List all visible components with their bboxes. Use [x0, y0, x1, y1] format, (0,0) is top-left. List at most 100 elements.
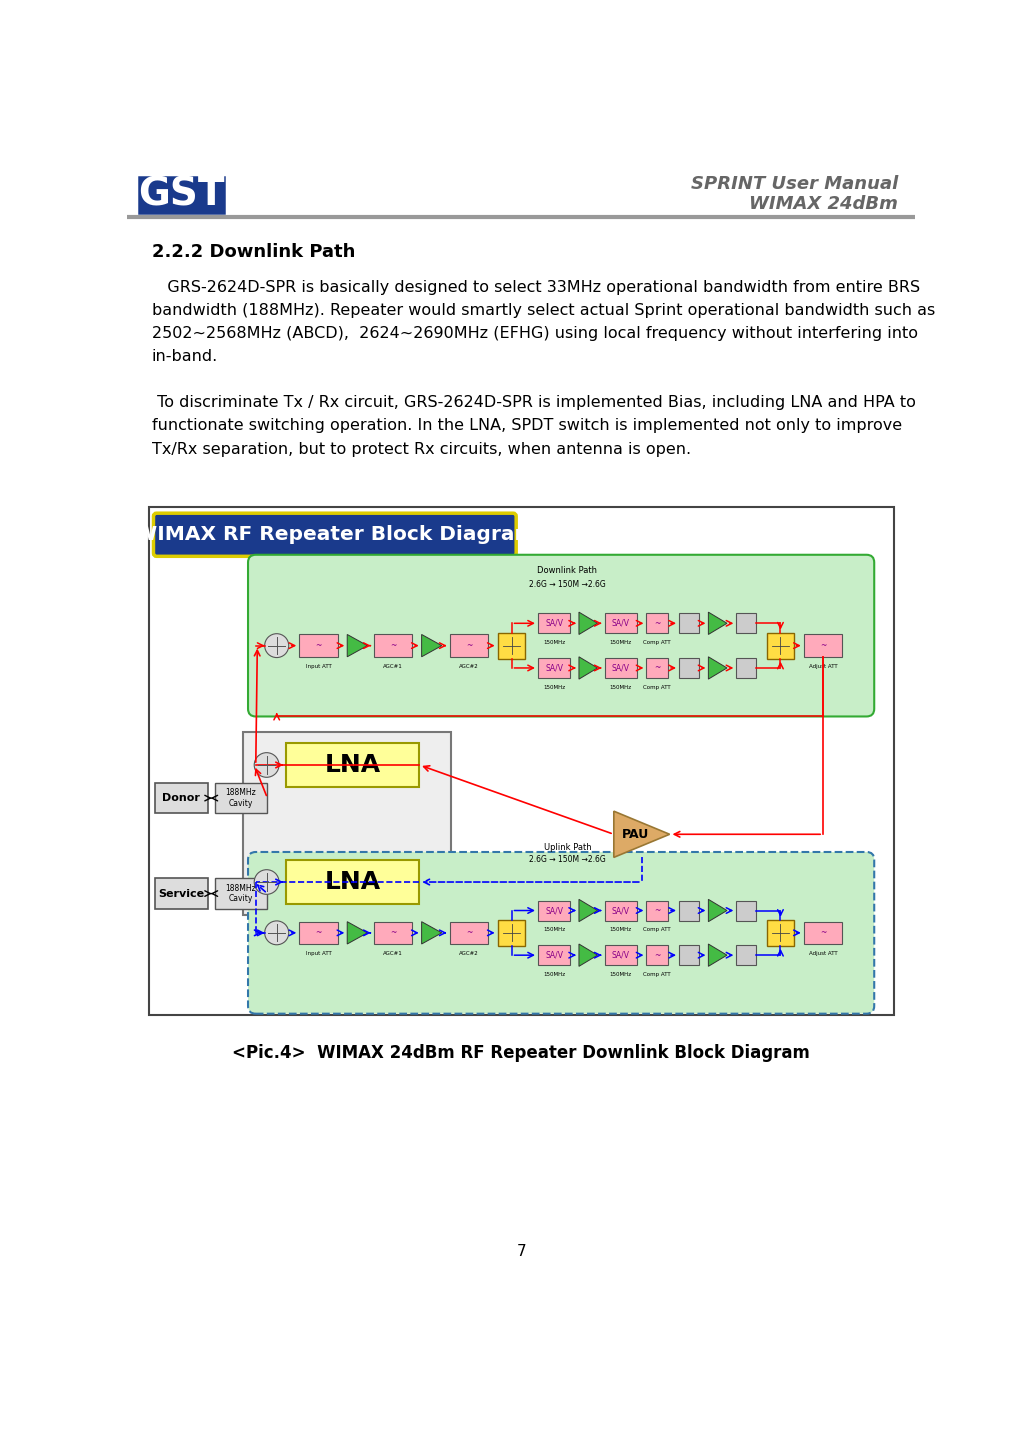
Circle shape: [264, 634, 289, 658]
Text: 150MHz: 150MHz: [610, 972, 632, 977]
Text: in-band.: in-band.: [152, 350, 219, 364]
Text: 2.6G → 150M →2.6G: 2.6G → 150M →2.6G: [529, 579, 606, 588]
Text: 2.6G → 150M →2.6G: 2.6G → 150M →2.6G: [529, 855, 606, 865]
FancyBboxPatch shape: [538, 658, 571, 678]
FancyBboxPatch shape: [450, 922, 488, 944]
FancyBboxPatch shape: [604, 945, 637, 965]
Text: 150MHz: 150MHz: [610, 685, 632, 690]
Text: AGC#1: AGC#1: [383, 664, 403, 668]
FancyBboxPatch shape: [148, 508, 894, 1015]
Text: ~: ~: [820, 928, 826, 938]
FancyBboxPatch shape: [767, 632, 793, 658]
FancyBboxPatch shape: [803, 922, 842, 944]
FancyBboxPatch shape: [299, 922, 338, 944]
Text: AGC#2: AGC#2: [459, 951, 479, 956]
Text: Tx/Rx separation, but to protect Rx circuits, when antenna is open.: Tx/Rx separation, but to protect Rx circ…: [152, 442, 691, 456]
FancyBboxPatch shape: [286, 743, 419, 787]
Text: bandwidth (188MHz). Repeater would smartly select actual Sprint operational band: bandwidth (188MHz). Repeater would smart…: [152, 303, 936, 318]
Text: 188MHz: 188MHz: [226, 883, 256, 893]
Text: SA/V: SA/V: [545, 951, 563, 959]
FancyBboxPatch shape: [248, 555, 875, 717]
FancyBboxPatch shape: [647, 614, 668, 634]
Text: Cavity: Cavity: [229, 799, 253, 807]
FancyBboxPatch shape: [497, 632, 526, 658]
Polygon shape: [347, 634, 367, 657]
Text: Adjust ATT: Adjust ATT: [809, 951, 837, 956]
Text: ~: ~: [654, 906, 660, 915]
Text: SA/V: SA/V: [612, 619, 630, 628]
Text: 150MHz: 150MHz: [543, 928, 565, 932]
Text: ~: ~: [654, 664, 660, 673]
Text: AGC#1: AGC#1: [383, 951, 403, 956]
Text: GRS-2624D-SPR is basically designed to select 33MHz operational bandwidth from e: GRS-2624D-SPR is basically designed to s…: [152, 280, 920, 295]
FancyBboxPatch shape: [679, 658, 699, 678]
Text: 150MHz: 150MHz: [543, 972, 565, 977]
FancyBboxPatch shape: [538, 614, 571, 634]
FancyBboxPatch shape: [736, 901, 757, 921]
Text: <Pic.4>  WIMAX 24dBm RF Repeater Downlink Block Diagram: <Pic.4> WIMAX 24dBm RF Repeater Downlink…: [232, 1044, 811, 1063]
FancyBboxPatch shape: [373, 634, 412, 657]
FancyBboxPatch shape: [215, 878, 267, 909]
FancyBboxPatch shape: [647, 901, 668, 921]
Text: ~: ~: [466, 928, 472, 938]
Text: Comp ATT: Comp ATT: [644, 640, 671, 645]
FancyBboxPatch shape: [450, 634, 488, 657]
Text: WIMAX RF Repeater Block Diagram: WIMAX RF Repeater Block Diagram: [134, 525, 535, 545]
Polygon shape: [347, 922, 367, 944]
Text: Comp ATT: Comp ATT: [644, 685, 671, 690]
Text: LNA: LNA: [324, 753, 380, 777]
Text: ~: ~: [315, 928, 321, 938]
Text: Service: Service: [159, 889, 204, 899]
Text: 188MHz: 188MHz: [226, 789, 256, 797]
Text: ~: ~: [390, 928, 397, 938]
Text: Input ATT: Input ATT: [306, 951, 332, 956]
FancyBboxPatch shape: [604, 658, 637, 678]
FancyBboxPatch shape: [679, 901, 699, 921]
FancyBboxPatch shape: [373, 922, 412, 944]
FancyBboxPatch shape: [736, 945, 757, 965]
FancyBboxPatch shape: [679, 614, 699, 634]
FancyBboxPatch shape: [497, 919, 526, 946]
FancyBboxPatch shape: [155, 783, 207, 813]
FancyBboxPatch shape: [679, 945, 699, 965]
Polygon shape: [709, 944, 727, 967]
Text: Adjust ATT: Adjust ATT: [809, 664, 837, 668]
FancyBboxPatch shape: [647, 945, 668, 965]
Text: Donor: Donor: [163, 793, 200, 803]
Text: SA/V: SA/V: [612, 664, 630, 673]
FancyBboxPatch shape: [736, 658, 757, 678]
Text: SA/V: SA/V: [545, 906, 563, 915]
Text: AGC#2: AGC#2: [459, 664, 479, 668]
FancyBboxPatch shape: [647, 658, 668, 678]
Text: SA/V: SA/V: [612, 951, 630, 959]
Circle shape: [264, 921, 289, 945]
Text: SA/V: SA/V: [545, 664, 563, 673]
Text: ~: ~: [820, 641, 826, 650]
Text: ~: ~: [654, 619, 660, 628]
FancyBboxPatch shape: [604, 614, 637, 634]
Polygon shape: [709, 612, 727, 634]
Text: SA/V: SA/V: [545, 619, 563, 628]
Text: GST: GST: [138, 175, 225, 214]
Text: ~: ~: [466, 641, 472, 650]
Polygon shape: [579, 657, 598, 680]
Circle shape: [254, 753, 279, 777]
Text: 150MHz: 150MHz: [610, 928, 632, 932]
Text: SPRINT User Manual: SPRINT User Manual: [691, 175, 898, 194]
Text: 150MHz: 150MHz: [543, 640, 565, 645]
Text: SA/V: SA/V: [612, 906, 630, 915]
Text: Comp ATT: Comp ATT: [644, 972, 671, 977]
Polygon shape: [614, 812, 669, 858]
Text: 150MHz: 150MHz: [610, 640, 632, 645]
Text: PAU: PAU: [622, 827, 649, 840]
Text: LNA: LNA: [324, 870, 380, 893]
Polygon shape: [709, 899, 727, 922]
Text: To discriminate Tx / Rx circuit, GRS-2624D-SPR is implemented Bias, including LN: To discriminate Tx / Rx circuit, GRS-262…: [152, 396, 915, 410]
FancyBboxPatch shape: [248, 852, 875, 1014]
FancyBboxPatch shape: [154, 513, 517, 556]
FancyBboxPatch shape: [155, 878, 207, 909]
Text: ~: ~: [654, 951, 660, 959]
Text: Comp ATT: Comp ATT: [644, 928, 671, 932]
FancyBboxPatch shape: [286, 860, 419, 905]
Text: ~: ~: [390, 641, 397, 650]
